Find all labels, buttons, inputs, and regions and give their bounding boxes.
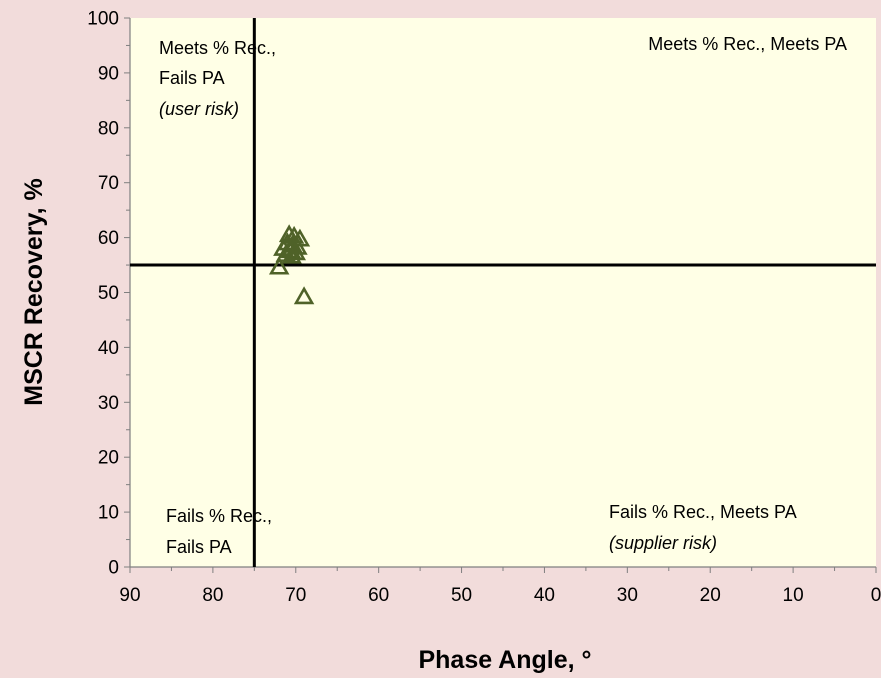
data-point — [268, 256, 290, 275]
reference-lines — [130, 18, 876, 567]
y-tick-label: 40 — [98, 338, 119, 359]
quadrant-label-top-left-3: (user risk) — [159, 99, 239, 119]
quadrant-label-bottom-right-2: (supplier risk) — [609, 533, 717, 553]
y-axis-title: MSCR Recovery, % — [20, 178, 48, 405]
y-tick-label: 90 — [98, 63, 119, 84]
y-tick-label: 50 — [98, 283, 119, 304]
y-tick-label: 60 — [98, 228, 119, 249]
y-tick-labels: 0 10 20 30 40 50 60 70 80 90 100 — [87, 9, 119, 579]
x-tick-label: 10 — [783, 585, 804, 606]
y-tick-label: 0 — [108, 558, 119, 579]
quadrant-label-top-left-1: Meets % Rec., — [159, 38, 276, 58]
quadrant-label-bottom-right-1: Fails % Rec., Meets PA — [609, 502, 797, 522]
y-tick-label: 70 — [98, 173, 119, 194]
y-tick-label: 10 — [98, 503, 119, 524]
plot-area — [130, 18, 876, 567]
x-tick-label: 30 — [617, 585, 638, 606]
quadrant-label-bottom-left-1: Fails % Rec., — [166, 506, 272, 526]
y-tick-label: 80 — [98, 118, 119, 139]
quadrant-label-top-right: Meets % Rec., Meets PA — [648, 34, 847, 54]
tick-marks — [124, 17, 877, 573]
x-tick-label: 90 — [119, 585, 140, 606]
x-tick-label: 50 — [451, 585, 472, 606]
x-tick-label: 40 — [534, 585, 555, 606]
x-tick-label: 0 — [871, 585, 881, 606]
x-tick-labels: 90 80 70 60 50 40 30 20 10 0 — [119, 585, 881, 606]
y-tick-label: 20 — [98, 448, 119, 469]
data-points — [268, 224, 315, 305]
y-tick-label: 30 — [98, 393, 119, 414]
x-tick-label: 60 — [368, 585, 389, 606]
data-point — [293, 286, 315, 305]
y-tick-label: 100 — [87, 9, 119, 30]
x-tick-label: 70 — [285, 585, 306, 606]
x-tick-label: 20 — [700, 585, 721, 606]
x-axis-title: Phase Angle, ° — [418, 646, 591, 674]
x-tick-label: 80 — [202, 585, 223, 606]
quadrant-label-top-left-2: Fails PA — [159, 68, 225, 88]
data-point — [281, 245, 302, 264]
quadrant-label-bottom-left-2: Fails PA — [166, 537, 232, 557]
data-point — [285, 242, 307, 261]
